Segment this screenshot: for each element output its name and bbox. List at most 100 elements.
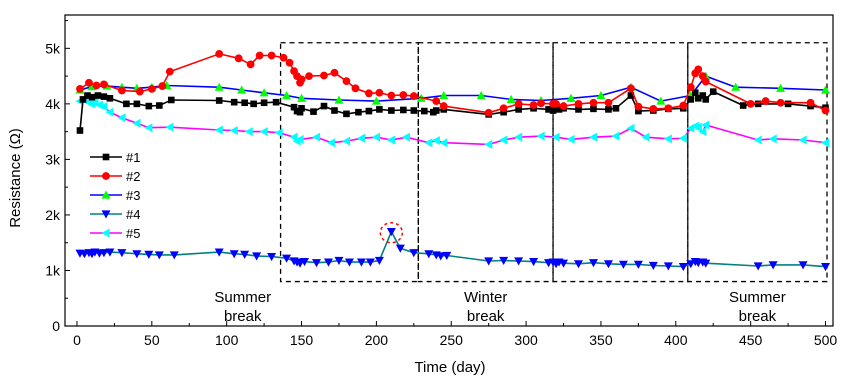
series-2-point-26 — [365, 89, 373, 98]
legend-label-1: #1 — [126, 150, 140, 165]
series-1-point-61 — [739, 102, 747, 109]
series-2-point-29 — [399, 91, 408, 99]
series-3-point-10 — [259, 88, 269, 97]
series-1-point-39 — [515, 106, 522, 113]
series-4-point-47 — [573, 260, 583, 269]
series-1-point-25 — [331, 107, 338, 114]
series-2-point-48 — [679, 101, 688, 110]
series-4-point-55 — [686, 260, 696, 269]
series-4-point-24 — [312, 259, 322, 268]
series-3-point-23 — [656, 96, 666, 105]
series-2-point-47 — [664, 104, 673, 113]
series-4-point-16 — [240, 250, 250, 259]
series-3-point-14 — [371, 96, 381, 105]
series-1-point-21 — [296, 108, 304, 116]
series-1-point-27 — [355, 108, 362, 116]
region-box-2 — [417, 42, 554, 283]
series-4-point-14 — [214, 248, 224, 257]
series-1-point-12 — [167, 96, 175, 104]
series-3-point-26 — [731, 82, 741, 91]
series-1-point-60 — [709, 88, 717, 95]
series-3-point-17 — [476, 91, 486, 100]
series-1-point-41 — [545, 106, 552, 113]
series-5-point-25 — [371, 132, 380, 142]
series-1-point-56 — [691, 89, 699, 97]
region-boxes: Winter break Summer break Summer break — [214, 42, 828, 325]
series-1-point-46 — [575, 106, 582, 113]
series-4-point-18 — [267, 252, 277, 262]
series-5-point-15 — [244, 127, 253, 137]
series-1-point-8 — [123, 100, 130, 108]
series-4-point-29 — [365, 258, 375, 267]
series-2-point-25 — [351, 84, 360, 93]
series-2-point-2 — [85, 78, 93, 87]
legend-label-5: #5 — [126, 226, 140, 241]
series-2-point-12 — [246, 60, 255, 69]
series-2-point-13 — [255, 51, 264, 60]
series-5-point-48 — [753, 135, 762, 145]
series-1-point-16 — [250, 100, 257, 108]
series-5-point-26 — [386, 135, 395, 145]
series-1-point-1 — [76, 127, 84, 134]
plot-frame — [64, 14, 834, 327]
series-2-point-20 — [297, 75, 306, 84]
series-4-point-12 — [154, 251, 164, 260]
series-1-point-35 — [432, 107, 440, 114]
free-label-1-1: Summer — [214, 289, 271, 306]
y-tick-label-4: 3k — [45, 151, 61, 167]
series-2-point-42 — [589, 98, 598, 107]
series-2-point-37 — [537, 99, 545, 108]
series-2-point-35 — [514, 99, 523, 108]
series-5-point-17 — [274, 128, 283, 138]
series-2-point-10 — [215, 49, 224, 58]
series-4-point-9 — [117, 249, 127, 258]
region-label-2-1: Winter — [464, 289, 507, 306]
x-tick-label-4: 150 — [290, 332, 314, 348]
series-1-point-47 — [590, 105, 597, 113]
free-label-1-2: break — [224, 308, 262, 325]
x-tick-label-2: 50 — [144, 332, 160, 348]
series-4-point-27 — [344, 258, 354, 267]
legend: #1 #2 #3 #4 #5 — [90, 150, 140, 241]
series-5-point-7 — [99, 102, 108, 112]
x-tick-label-1: 0 — [73, 332, 81, 348]
series-2-point-55 — [761, 97, 770, 105]
series-4-point-7 — [99, 249, 109, 258]
series-1-point-50 — [627, 92, 635, 99]
x-tick-label-3: 100 — [215, 332, 239, 348]
series-4-point-34 — [424, 250, 434, 259]
series-4-point-36 — [436, 252, 446, 261]
series-5-point-36 — [566, 134, 575, 144]
series-2-point-24 — [342, 77, 351, 85]
series-2-point-27 — [375, 88, 384, 97]
series-2-point-15 — [279, 53, 288, 62]
series-1-point-32 — [410, 107, 418, 114]
series-2-point-33 — [484, 108, 493, 117]
y-axis-title: Resistance (Ω) — [7, 128, 24, 228]
series-1-point-24 — [320, 102, 328, 110]
series-1-point-62 — [754, 100, 762, 108]
series-2-point-21 — [305, 72, 313, 80]
series-5-point-12 — [165, 122, 174, 132]
series-3-point-16 — [439, 91, 449, 100]
series-2-point-3 — [92, 81, 101, 90]
series-5-point-42 — [678, 133, 687, 143]
series-2-point-44 — [626, 84, 635, 93]
series-4-point-15 — [229, 250, 239, 259]
series-4-point-8 — [105, 248, 115, 257]
series-5-point-21 — [312, 132, 321, 142]
series-5-point-40 — [641, 132, 650, 142]
series-4-point-53 — [663, 262, 673, 271]
legend-marker-1 — [102, 153, 110, 161]
series-2-point-45 — [634, 102, 643, 111]
series-1-point-28 — [365, 107, 373, 115]
series-3-point-8 — [214, 82, 224, 91]
series-4-point-54 — [678, 262, 688, 272]
series-4-point-11 — [144, 250, 154, 259]
series-line-3 — [79, 75, 826, 102]
series-5-point-45 — [693, 122, 702, 132]
series-5-point-20 — [295, 134, 304, 144]
y-tick-label-3: 2k — [45, 207, 61, 223]
series-5-point-34 — [536, 131, 545, 141]
series-2-point-40 — [559, 102, 568, 110]
